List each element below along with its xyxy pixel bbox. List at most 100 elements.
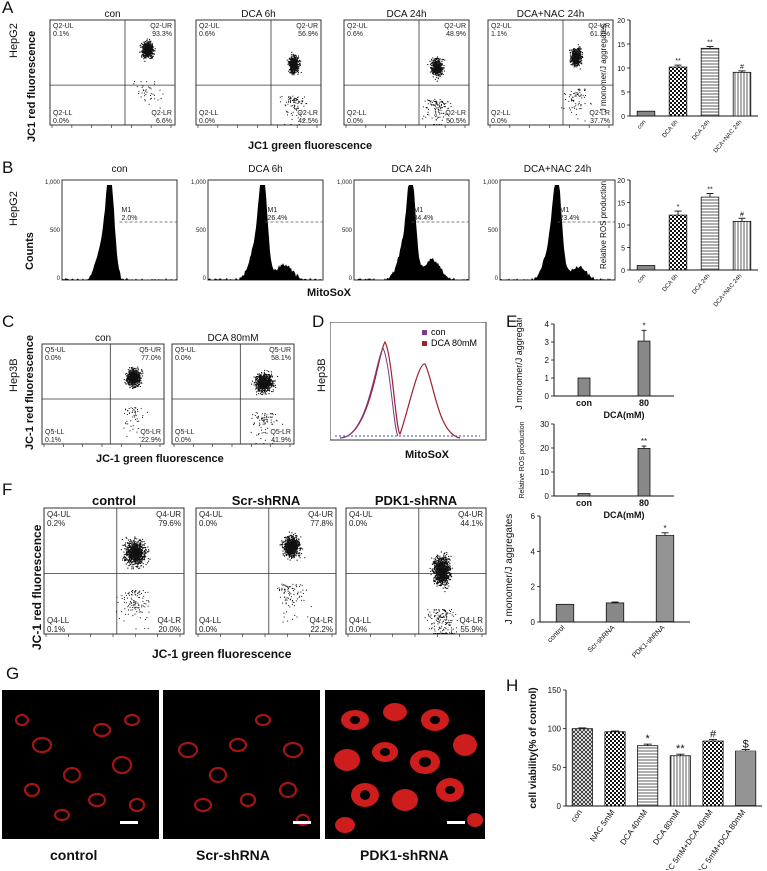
error-bar: [738, 70, 746, 73]
bar: [732, 221, 752, 271]
quadrant-lr-name: Q2-LR: [445, 110, 466, 117]
y-tick-label: 3: [545, 338, 550, 347]
quadrant-ul-value: 0.1%: [53, 31, 69, 38]
micrograph-scr-shrna: [163, 690, 320, 839]
y-tick-label: 10: [540, 468, 549, 477]
caption-pdk1-shrna: PDK1-shRNA: [360, 847, 449, 863]
quadrant-ll-value: 0.0%: [199, 118, 215, 125]
quadrant-ul-value: 0.0%: [45, 355, 61, 362]
ytick-zero: 0: [495, 276, 499, 282]
error-bar: [578, 727, 587, 729]
legend-label-dca: DCA 80mM: [431, 338, 477, 348]
plot-title: PDK1-shRNA: [375, 493, 458, 508]
quadrant-ur-name: Q4-UR: [308, 510, 333, 519]
quadrant-ur-value: 61.2%: [590, 31, 610, 38]
quadrant-ur-name: Q2-UR: [444, 23, 466, 30]
y-tick-label: 4: [531, 547, 536, 556]
gate-label: M1: [268, 207, 278, 214]
bar: [636, 265, 656, 271]
error-bar: [741, 749, 750, 752]
ytick-zero: 0: [349, 276, 353, 282]
legend-swatch-con: [422, 330, 427, 335]
quadrant-lr-value: 37.7%: [590, 118, 610, 125]
bar: [669, 755, 691, 807]
plot-title: DCA 6h: [248, 164, 282, 175]
quadrant-ur-name: Q5-UR: [269, 347, 291, 354]
quadrant-lr-value: 55.9%: [460, 625, 483, 634]
plot-title: DCA 24h: [386, 9, 426, 20]
ytick-top: 1,000: [483, 180, 499, 186]
significance-marker: #: [740, 211, 744, 218]
ytick-top: 1,000: [337, 180, 353, 186]
significance-marker: **: [675, 58, 681, 65]
ytick-mid: 500: [196, 228, 207, 234]
panel-d-cell-label: Hep3B: [316, 358, 328, 392]
quadrant-ll-value: 0.0%: [53, 118, 69, 125]
bar-chart-e2: 0 10 20 30 con ** 80 Relative ROS production DCA…: [519, 420, 674, 520]
y-tick-label: 20: [617, 18, 625, 25]
category-label: con: [576, 498, 592, 508]
quadrant-ur-name: Q2-UR: [296, 23, 318, 30]
panel-d-histogram: con DCA 80mM: [330, 322, 487, 441]
plot-title: DCA+NAC 24h: [517, 9, 585, 20]
quadrant-ur-name: Q4-UR: [458, 510, 483, 519]
plot-title: DCA 6h: [241, 9, 275, 20]
category-label: PDK1-shRNA: [631, 624, 666, 659]
gate-percent: 23.4%: [560, 215, 580, 222]
bar: [668, 214, 688, 271]
significance-marker: **: [676, 743, 685, 755]
quadrant-ul-name: Q4-UL: [349, 510, 373, 519]
quadrant-ll-name: Q5-LL: [45, 429, 65, 436]
significance-marker: *: [642, 321, 645, 330]
row-b-cell-label: HepG2: [8, 191, 20, 226]
y-tick-label: 0: [621, 114, 625, 121]
quadrant-ul-name: Q2-UL: [491, 23, 512, 30]
ytick-top: 1,000: [191, 180, 207, 186]
quadrant-lr-name: Q2-LR: [297, 110, 318, 117]
y-axis-label: J monomer/J aggregates: [504, 514, 515, 625]
ytick-mid: 500: [50, 228, 61, 234]
histogram: M12.0% 1,000 500 0 con: [45, 164, 178, 282]
quadrant-lr-value: 22.2%: [310, 625, 333, 634]
quadrant-lr-value: 42.5%: [298, 118, 318, 125]
error-bar: [641, 445, 647, 449]
quadrant-ll-name: Q2-LL: [199, 110, 219, 117]
error-bar: [738, 217, 746, 222]
y-tick-label: 10: [617, 66, 625, 73]
row-a-ylabel: JC1 red fluorescence: [26, 30, 38, 142]
quadrant-lr-value: 20.0%: [158, 625, 181, 634]
panel-letter-a: A: [2, 0, 14, 17]
ytick-top: 1,000: [45, 180, 61, 186]
category-label: DCA 6h: [662, 273, 680, 293]
quadrant-ul-name: Q2-UL: [53, 23, 74, 30]
significance-marker: #: [710, 728, 717, 740]
quadrant-lr-value: 50.5%: [446, 118, 466, 125]
error-bar: [706, 45, 714, 49]
error-bar: [676, 753, 685, 756]
y-tick-label: 100: [548, 725, 562, 734]
quadrant-ur-value: 93.3%: [152, 31, 172, 38]
panel-letter-b: B: [2, 158, 14, 177]
quadrant-lr-value: 22.9%: [141, 437, 161, 444]
quadrant-ul-value: 0.2%: [47, 519, 65, 528]
gate-percent: 26.4%: [268, 215, 288, 222]
y-axis-label: Relative ROS production: [599, 181, 608, 269]
bar: [700, 47, 720, 117]
bar: [555, 603, 575, 623]
y-tick-label: 5: [621, 246, 625, 253]
quadrant-ur-value: 58.1%: [271, 355, 291, 362]
bar: [571, 728, 593, 807]
y-axis-label: cell viability(% of control): [528, 687, 539, 808]
dot-plot: Q4-UL0.0%Q4-UR44.1%Q4-LL0.0%Q4-LR55.9%PD…: [345, 493, 487, 637]
quadrant-ul-value: 0.0%: [199, 519, 217, 528]
row-f-xlabel: JC-1 green fluorescence: [152, 647, 292, 661]
scale-bar: [293, 821, 311, 824]
plot-title: Scr-shRNA: [232, 493, 301, 508]
category-label: con: [637, 119, 648, 130]
quadrant-ur-value: 77.8%: [310, 519, 333, 528]
gate-label: M1: [560, 207, 570, 214]
gate-percent: 34.4%: [414, 215, 434, 222]
